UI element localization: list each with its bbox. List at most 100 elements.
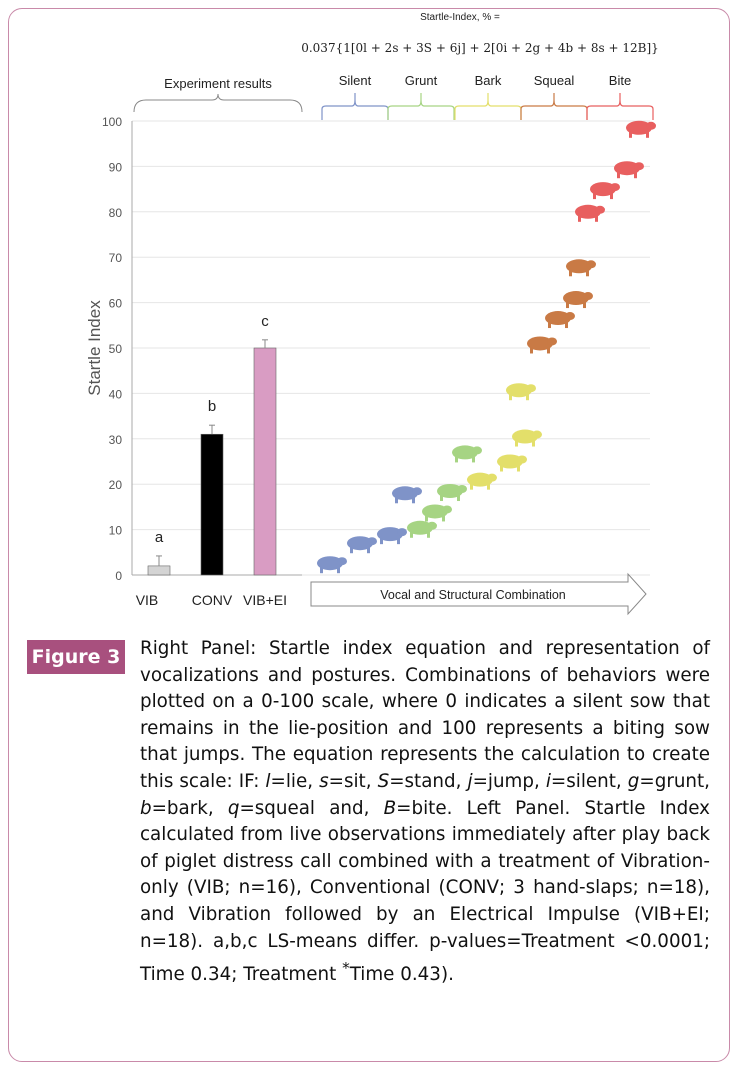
brace	[133, 93, 303, 113]
pig-head	[610, 183, 620, 192]
caption-segment: s	[319, 770, 329, 792]
pig-head	[367, 537, 377, 546]
pig-leg	[500, 465, 503, 472]
pig-head	[646, 121, 656, 130]
pig-marker	[626, 120, 656, 138]
caption-segment: Time 0.43).	[349, 964, 454, 986]
pig-leg	[425, 515, 428, 522]
pig-body	[512, 429, 538, 444]
pig-head	[634, 162, 644, 171]
pig-marker	[512, 429, 542, 447]
y-tick-label: 30	[109, 433, 123, 447]
caption-segment: l	[265, 770, 271, 792]
pig-head	[586, 260, 596, 269]
pig-marker	[452, 445, 482, 463]
caption-segment: =bark,	[151, 797, 228, 819]
group-label: Bark	[475, 73, 502, 88]
pig-head	[457, 485, 467, 494]
y-tick-label: 40	[109, 387, 123, 401]
pig-leg	[566, 302, 569, 309]
pig-leg	[320, 567, 323, 574]
bar-conv	[200, 433, 224, 576]
pig-marker	[506, 383, 536, 401]
caption-segment: *	[342, 959, 350, 978]
pig-leg	[547, 347, 550, 354]
figure-frame	[8, 8, 730, 1062]
pig-marker	[566, 259, 596, 277]
pig-head	[442, 505, 452, 514]
group-brace	[387, 93, 455, 120]
pig-marker	[407, 520, 437, 538]
pig-leg	[610, 193, 613, 200]
pig-head	[517, 455, 527, 464]
y-axis-label: Startle Index	[85, 300, 104, 396]
pig-body	[377, 527, 403, 542]
y-tick-label: 80	[109, 206, 123, 220]
pig-body	[392, 486, 418, 501]
group-brace	[586, 93, 654, 120]
bar-vib+ei	[253, 347, 277, 576]
pig-leg	[367, 547, 370, 554]
pig-head	[595, 205, 605, 214]
pig-body	[347, 536, 373, 551]
pig-head	[337, 557, 347, 566]
group-label: Bite	[609, 73, 631, 88]
pig-leg	[337, 567, 340, 574]
pig-body	[497, 454, 523, 469]
caption-segment: =lie,	[270, 770, 320, 792]
pig-marker	[392, 486, 422, 504]
pig-marker	[614, 161, 644, 179]
caption-segment: Right Panel: Startle index equation and …	[140, 638, 710, 792]
caption-segment: i	[545, 770, 551, 792]
pig-body	[506, 383, 532, 398]
pig-leg	[530, 347, 533, 354]
pig-head	[427, 521, 437, 530]
caption-segment: b	[140, 797, 152, 819]
y-tick-label: 50	[109, 342, 123, 356]
pig-marker	[437, 484, 467, 502]
caption-segment: B	[383, 797, 397, 819]
pig-marker	[497, 454, 527, 472]
caption-segment: =grunt,	[639, 770, 710, 792]
pig-head	[397, 528, 407, 537]
pig-leg	[517, 465, 520, 472]
pig-leg	[457, 495, 460, 502]
pig-leg	[427, 531, 430, 538]
pig-leg	[583, 302, 586, 309]
pig-body	[317, 556, 343, 571]
y-tick-label: 60	[109, 297, 123, 311]
pig-leg	[629, 131, 632, 138]
pig-body	[590, 182, 616, 197]
pig-body	[566, 259, 592, 274]
y-tick-label: 10	[109, 524, 123, 538]
pig-head	[487, 473, 497, 482]
pig-head	[526, 384, 536, 393]
caption-segment: =sit,	[328, 770, 378, 792]
caption-segment: =stand,	[389, 770, 468, 792]
figure-label: Figure 3	[27, 640, 125, 674]
pig-head	[472, 446, 482, 455]
pig-head	[583, 292, 593, 301]
caption-segment: =bite. Left Panel. Startle Index calcula…	[140, 797, 710, 986]
equation: 0.037{1[0l + 2s + 3S + 6j] + 2[0i + 2g +…	[301, 41, 659, 55]
pig-marker	[377, 527, 407, 545]
pig-leg	[395, 497, 398, 504]
pig-marker	[563, 291, 593, 309]
pig-marker	[590, 182, 620, 200]
pig-leg	[515, 440, 518, 447]
pig-leg	[397, 538, 400, 545]
caption-segment: =squeal and,	[239, 797, 384, 819]
y-tick-label: 70	[109, 251, 123, 265]
pig-body	[527, 336, 553, 351]
y-tick-label: 0	[115, 569, 122, 583]
pig-body	[407, 520, 433, 535]
figure-caption: Right Panel: Startle index equation and …	[140, 636, 710, 989]
pig-leg	[442, 515, 445, 522]
pig-body	[467, 472, 493, 487]
caption-segment: q	[227, 797, 240, 819]
pig-leg	[593, 193, 596, 200]
group-brace	[520, 93, 588, 120]
pig-head	[547, 337, 557, 346]
pig-marker	[467, 472, 497, 490]
caption-segment: g	[627, 770, 640, 792]
